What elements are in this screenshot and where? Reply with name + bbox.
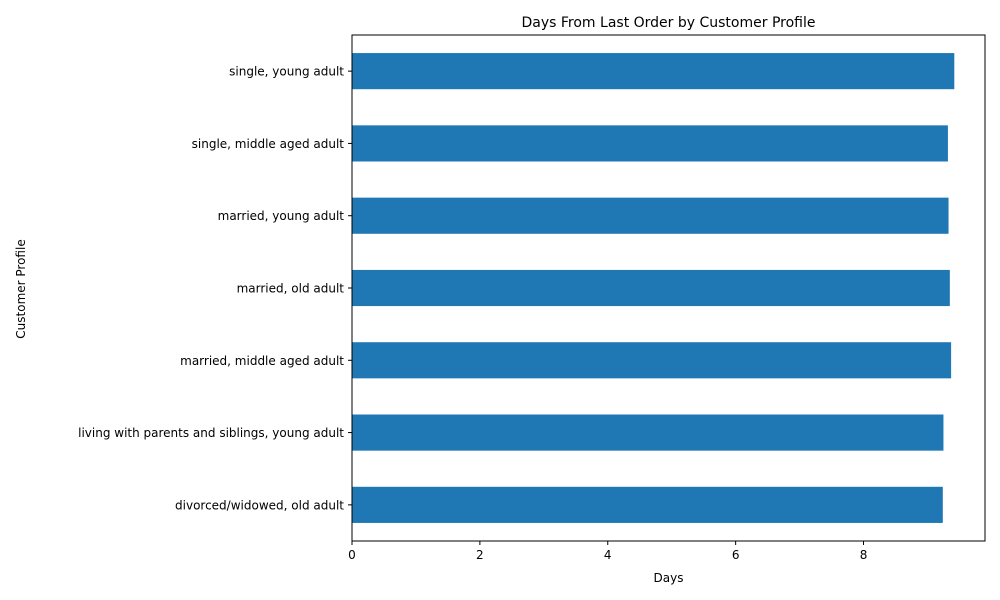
x-tick-label: 4	[604, 548, 612, 562]
bar	[352, 342, 952, 379]
y-axis-label: Customer Profile	[14, 239, 28, 338]
y-tick-label: married, middle aged adult	[180, 354, 344, 368]
y-tick-label: single, middle aged adult	[192, 137, 345, 151]
y-tick-label: single, young adult	[229, 65, 344, 79]
y-axis-ticks: divorced/widowed, old adult living with p…	[78, 65, 352, 512]
bar	[352, 486, 943, 523]
x-tick-label: 6	[732, 548, 740, 562]
chart-title: Days From Last Order by Customer Profile	[522, 15, 816, 31]
bar	[352, 197, 949, 234]
axes-frame	[351, 34, 986, 542]
bar	[352, 414, 944, 451]
x-tick-label: 0	[348, 548, 356, 562]
x-axis-label: Days	[654, 571, 684, 585]
bar	[352, 125, 948, 162]
bars-group	[352, 53, 955, 523]
x-tick-label: 8	[860, 548, 868, 562]
bar	[352, 53, 955, 90]
x-tick-label: 2	[476, 548, 484, 562]
bar	[352, 269, 950, 307]
y-tick-label: married, young adult	[218, 209, 345, 223]
y-tick-label: divorced/widowed, old adult	[175, 498, 344, 512]
plot-frame	[351, 34, 986, 542]
y-tick-label: married, old adult	[237, 282, 345, 296]
y-tick-label: living with parents and siblings, young …	[78, 426, 344, 440]
x-axis-ticks: 0 2 4 6 8	[348, 541, 867, 562]
